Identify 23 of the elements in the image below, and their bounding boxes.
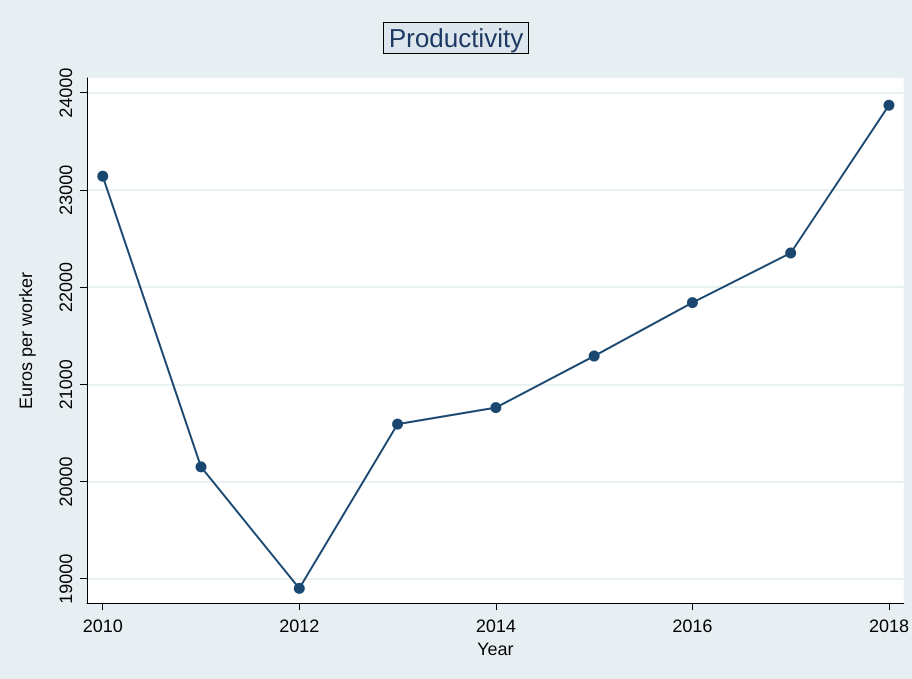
y-tick-label: 22000	[56, 262, 76, 312]
point	[785, 248, 796, 258]
chart-title: Productivity	[388, 23, 524, 53]
x-tick-label: 2012	[279, 616, 320, 636]
y-tick-label: 21000	[56, 359, 76, 410]
y-axis-title: Euros per worker	[16, 272, 36, 410]
point	[196, 461, 207, 472]
point	[490, 402, 502, 414]
x-tick-label: 2016	[672, 616, 712, 636]
point	[392, 418, 404, 430]
x-tick-label: 2010	[82, 616, 123, 636]
point	[588, 350, 600, 362]
x-axis-title: Year	[477, 638, 514, 659]
x-tick-label: 2018	[868, 616, 909, 636]
x-tick-label: 2014	[476, 616, 516, 636]
point	[294, 582, 305, 594]
point	[883, 100, 894, 111]
y-tick-label: 23000	[56, 164, 76, 215]
y-tick-label: 19000	[56, 554, 76, 604]
y-tick-label: 20000	[56, 456, 76, 507]
y-tick-label: 24000	[56, 68, 76, 118]
point	[686, 297, 698, 308]
point	[97, 170, 108, 182]
